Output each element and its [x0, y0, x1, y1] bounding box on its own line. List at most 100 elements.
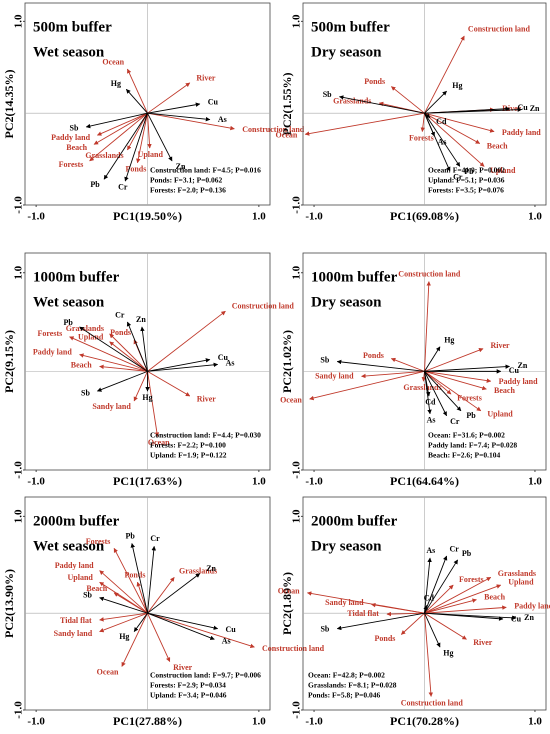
- arrow-label: Pb: [90, 180, 100, 189]
- arrow-label: Ponds: [125, 570, 146, 579]
- stat-line: Ponds: F=3.1; P=0.062: [150, 176, 223, 185]
- panel-title: 2000m buffer: [33, 513, 120, 529]
- arrow-label: Cr: [449, 544, 459, 553]
- x-tick-label: 1.0: [252, 211, 266, 223]
- arrow-label: Grasslands: [66, 324, 104, 333]
- arrow-label: Paddy land: [502, 128, 541, 137]
- arrow-label: Paddy land: [499, 377, 538, 386]
- arrow-label: River: [197, 394, 217, 403]
- arrow-label: River: [173, 663, 193, 672]
- arrow: [424, 90, 447, 114]
- arrow-label: Ponds: [364, 77, 385, 86]
- y-tick-label: -1.0: [13, 196, 25, 214]
- stat-line: Grasslands: F=8.1; P=0.028: [308, 681, 397, 690]
- arrow-label: Zn: [524, 613, 534, 622]
- x-axis-label: PC1(27.88%): [113, 714, 182, 728]
- arrow-label: Upland: [78, 332, 104, 341]
- arrow: [147, 612, 219, 630]
- arrow-label: Construction land: [468, 25, 531, 34]
- arrow-label: Sb: [81, 388, 90, 397]
- arrow: [424, 559, 459, 614]
- y-tick-label: -1.0: [291, 461, 303, 479]
- arrow-label: Forests: [59, 160, 84, 169]
- arrow: [147, 112, 235, 131]
- arrow: [424, 613, 434, 697]
- arrow: [126, 88, 148, 114]
- arrow-label: Construction land: [401, 698, 464, 707]
- arrow: [424, 598, 477, 614]
- arrow: [136, 113, 148, 164]
- arrow: [113, 592, 148, 614]
- arrow: [424, 348, 484, 372]
- arrow: [424, 371, 462, 412]
- arrow: [147, 576, 175, 614]
- arrow-label: Zn: [518, 361, 528, 370]
- arrow-label: Ocean: [102, 58, 124, 67]
- arrow: [147, 112, 211, 122]
- arrow: [390, 357, 425, 372]
- arrow-label: Ocean: [148, 438, 170, 447]
- arrow-label: Cr: [118, 183, 128, 192]
- arrow-label: Cu: [518, 103, 529, 112]
- arrow: [424, 112, 481, 144]
- panel-title: 500m buffer: [311, 19, 390, 35]
- stat-line: Construction land: F=4.4; P=0.030: [150, 431, 261, 440]
- arrow-label: Zn: [530, 104, 540, 113]
- stat-line: Beach: F=2.6; P=0.104: [428, 451, 501, 460]
- x-axis-label: PC1(17.63%): [113, 474, 182, 488]
- y-axis-label: PC2(1.55%): [280, 73, 294, 136]
- arrow: [147, 102, 201, 114]
- x-axis-label: PC1(69.08%): [390, 209, 459, 223]
- arrow: [371, 602, 425, 614]
- arrow-label: Ocean: [278, 586, 300, 595]
- panel-subtitle: Wet season: [33, 44, 105, 60]
- arrow-label: Zn: [206, 564, 216, 573]
- arrow-label: Sb: [320, 625, 329, 634]
- arrow-label: Grasslands: [179, 567, 217, 576]
- x-axis-label: PC1(19.50%): [113, 209, 182, 223]
- arrow: [99, 570, 148, 614]
- arrow: [147, 370, 191, 397]
- arrow: [424, 113, 451, 172]
- arrow-label: Sb: [70, 123, 79, 132]
- arrow-label: Tidal flat: [60, 616, 92, 625]
- arrow-label: Tidal flat: [347, 609, 379, 618]
- arrow: [309, 370, 425, 401]
- arrow-label: Cu: [208, 98, 219, 107]
- arrow-label: Sandy land: [54, 629, 93, 638]
- arrow: [147, 612, 171, 662]
- arrow-label: Cr: [150, 534, 160, 543]
- arrow-label: Construction land: [232, 302, 295, 311]
- y-tick-label: 1.0: [291, 509, 303, 523]
- arrow-label: Sandy land: [315, 372, 354, 381]
- panel-subtitle: Dry season: [311, 538, 382, 554]
- arrow: [121, 612, 148, 667]
- arrow-label: Upland: [490, 166, 516, 175]
- arrow-label: Upland: [508, 578, 534, 587]
- stat-line: Construction land: F=9.7; P=0.006: [150, 671, 261, 680]
- arrow-label: Beach: [494, 386, 515, 395]
- arrow-label: Pb: [125, 531, 135, 540]
- x-tick-label: 1.0: [528, 476, 542, 488]
- arrow-label: Forests: [37, 329, 62, 338]
- x-tick-label: -1.0: [27, 716, 45, 728]
- arrow: [386, 611, 425, 617]
- x-tick-label: 1.0: [528, 211, 542, 223]
- arrow-label: Paddy land: [33, 348, 72, 357]
- arrow: [147, 545, 157, 614]
- arrow: [147, 82, 191, 114]
- arrow: [147, 113, 152, 149]
- y-tick-label: 1.0: [13, 509, 25, 523]
- panel-subtitle: Wet season: [33, 538, 105, 554]
- panel-title: 2000m buffer: [311, 513, 398, 529]
- arrow-label: Zn: [136, 315, 146, 324]
- arrow-label: Paddy land: [51, 133, 90, 142]
- x-tick-label: 1.0: [252, 716, 266, 728]
- y-tick-label: 1.0: [291, 265, 303, 279]
- arrow-label: As: [438, 137, 447, 146]
- arrow: [69, 336, 148, 372]
- arrow-label: Ponds: [375, 634, 396, 643]
- arrow: [339, 95, 425, 114]
- arrow-label: Hg: [111, 79, 121, 88]
